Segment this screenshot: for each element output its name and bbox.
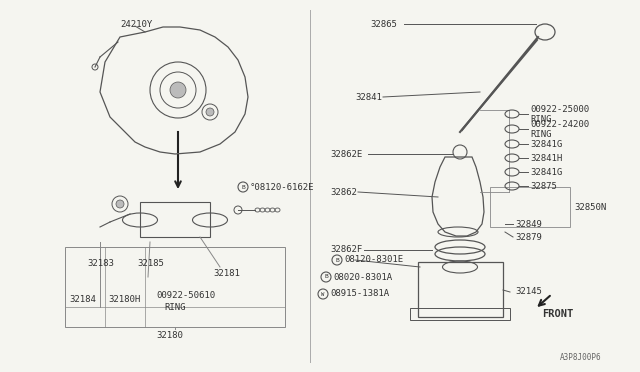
Text: 32184: 32184: [69, 295, 96, 305]
Text: 24210Y: 24210Y: [120, 19, 152, 29]
Circle shape: [170, 82, 186, 98]
Text: 08020-8301A: 08020-8301A: [333, 273, 392, 282]
Text: 32841G: 32841G: [530, 167, 563, 176]
Text: B: B: [335, 257, 339, 263]
Text: A3P8J00P6: A3P8J00P6: [560, 353, 602, 362]
Text: 32180: 32180: [156, 330, 183, 340]
Text: 00922-24200: 00922-24200: [530, 119, 589, 128]
Text: 00922-50610: 00922-50610: [156, 292, 215, 301]
Text: 32849: 32849: [515, 219, 542, 228]
Text: W: W: [321, 292, 324, 296]
Circle shape: [116, 200, 124, 208]
Text: 32850N: 32850N: [574, 202, 606, 212]
Text: °08120-6162E: °08120-6162E: [250, 183, 314, 192]
Circle shape: [206, 108, 214, 116]
Text: B: B: [241, 185, 245, 189]
Text: 32841G: 32841G: [530, 140, 563, 148]
Text: RING: RING: [530, 115, 552, 124]
Text: B: B: [324, 275, 328, 279]
Text: 32180H: 32180H: [108, 295, 140, 305]
Text: 32185: 32185: [137, 260, 164, 269]
Bar: [65, 247, 285, 327]
Text: RING: RING: [530, 129, 552, 138]
Text: RING: RING: [164, 302, 186, 311]
Bar: [490, 187, 570, 227]
Bar: [410, 308, 510, 320]
Text: 32865: 32865: [370, 19, 397, 29]
Text: 32145: 32145: [515, 288, 542, 296]
Bar: [140, 202, 210, 237]
Text: 32875: 32875: [530, 182, 557, 190]
Text: 08915-1381A: 08915-1381A: [330, 289, 389, 298]
Text: 32841H: 32841H: [530, 154, 563, 163]
Text: 08120-8301E: 08120-8301E: [344, 256, 403, 264]
Text: 32181: 32181: [213, 269, 240, 278]
Bar: [418, 262, 503, 317]
Text: 32862F: 32862F: [330, 246, 362, 254]
Text: 32841: 32841: [355, 93, 382, 102]
Text: 32862: 32862: [330, 187, 357, 196]
Text: 32879: 32879: [515, 232, 542, 241]
Text: 00922-25000: 00922-25000: [530, 105, 589, 113]
Text: FRONT: FRONT: [542, 309, 573, 319]
Text: 32862E: 32862E: [330, 150, 362, 158]
Text: 32183: 32183: [87, 260, 114, 269]
